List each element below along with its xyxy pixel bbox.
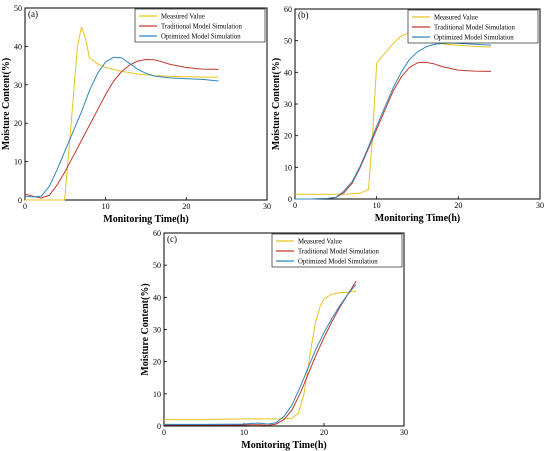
- y-tick-label: 50: [284, 37, 292, 46]
- y-tick-label: 20: [14, 119, 22, 128]
- panel-label: (b): [298, 10, 309, 20]
- legend-label: Measured Value: [434, 14, 478, 21]
- x-axis-title: Monitoring Time(h): [375, 213, 460, 224]
- y-tick-label: 60: [284, 5, 292, 14]
- x-tick-label: 20: [320, 428, 328, 437]
- x-tick-label: 30: [263, 202, 271, 211]
- plot-frame: [24, 7, 268, 201]
- series-line-1: [25, 26, 219, 201]
- panel-label: (a): [28, 9, 38, 19]
- series-line-3: [295, 42, 492, 200]
- y-tick-label: 20: [284, 132, 292, 141]
- legend-label: Traditional Model Simulation: [161, 23, 243, 30]
- y-tick-label: 30: [14, 81, 22, 90]
- series-line-2: [295, 61, 492, 200]
- x-tick-label: 0: [162, 428, 166, 437]
- y-tick-label: 10: [14, 158, 22, 167]
- y-tick-label: 0: [18, 196, 22, 205]
- y-axis-title: Moisture Content(%): [271, 58, 282, 150]
- chart-panel-2: 0 10 20 30 0 10 20 30 40 50 60 Monitoring Time(h) Mo…: [271, 5, 544, 224]
- y-tick-label: 40: [14, 42, 22, 51]
- legend: Measured Value Traditional Model Simulati…: [407, 9, 539, 44]
- y-tick-label: 10: [153, 390, 161, 399]
- x-tick-label: 10: [373, 201, 381, 210]
- y-tick-label: 0: [157, 422, 161, 431]
- y-tick-label: 0: [288, 195, 292, 204]
- y-tick-label: 30: [153, 326, 161, 335]
- legend-label: Optimized Model Simulation: [298, 258, 378, 265]
- x-axis-title: Monitoring Time(h): [103, 214, 188, 225]
- x-tick-label: 0: [23, 202, 27, 211]
- legend: Measured Value Traditional Model Simulati…: [134, 8, 266, 43]
- legend: Measured Value Traditional Model Simulati…: [271, 233, 403, 268]
- x-tick-label: 10: [240, 428, 248, 437]
- x-tick-label: 0: [293, 201, 297, 210]
- x-tick-label: 20: [454, 201, 462, 210]
- y-tick-label: 50: [153, 261, 161, 270]
- series-line-3: [24, 56, 219, 198]
- x-tick-label: 10: [102, 202, 110, 211]
- y-tick-label: 20: [153, 358, 161, 367]
- series-line-2: [164, 281, 357, 426]
- y-axis-title: Moisture Content(%): [1, 58, 12, 150]
- x-tick-label: 30: [400, 428, 408, 437]
- panel-label: (c): [167, 234, 177, 244]
- series-line-3: [164, 284, 357, 425]
- x-tick-label: 20: [182, 202, 190, 211]
- legend-label: Measured Value: [298, 238, 342, 245]
- legend-label: Optimized Model Simulation: [434, 34, 514, 41]
- series-line-1: [295, 32, 492, 195]
- y-tick-label: 60: [153, 229, 161, 238]
- legend-label: Traditional Model Simulation: [298, 248, 380, 255]
- chart-panel-3: 0 10 20 30 0 10 20 30 40 50 60 Monitoring Time(h) Mo…: [140, 229, 408, 451]
- series-line-1: [164, 290, 357, 421]
- y-tick-label: 10: [284, 163, 292, 172]
- chart-panel-1: 0 10 20 30 0 10 20 30 40 50 Monitoring Time(h) Mois…: [1, 4, 271, 225]
- legend-label: Optimized Model Simulation: [161, 33, 241, 40]
- y-tick-label: 40: [153, 293, 161, 302]
- y-tick-label: 40: [284, 68, 292, 77]
- y-tick-label: 30: [284, 100, 292, 109]
- legend-label: Measured Value: [161, 13, 205, 20]
- x-axis-title: Monitoring Time(h): [241, 440, 326, 451]
- legend-label: Traditional Model Simulation: [434, 24, 516, 31]
- x-tick-label: 30: [536, 201, 544, 210]
- series-line-2: [24, 59, 219, 199]
- y-tick-label: 50: [14, 4, 22, 13]
- y-axis-title: Moisture Content(%): [140, 283, 151, 375]
